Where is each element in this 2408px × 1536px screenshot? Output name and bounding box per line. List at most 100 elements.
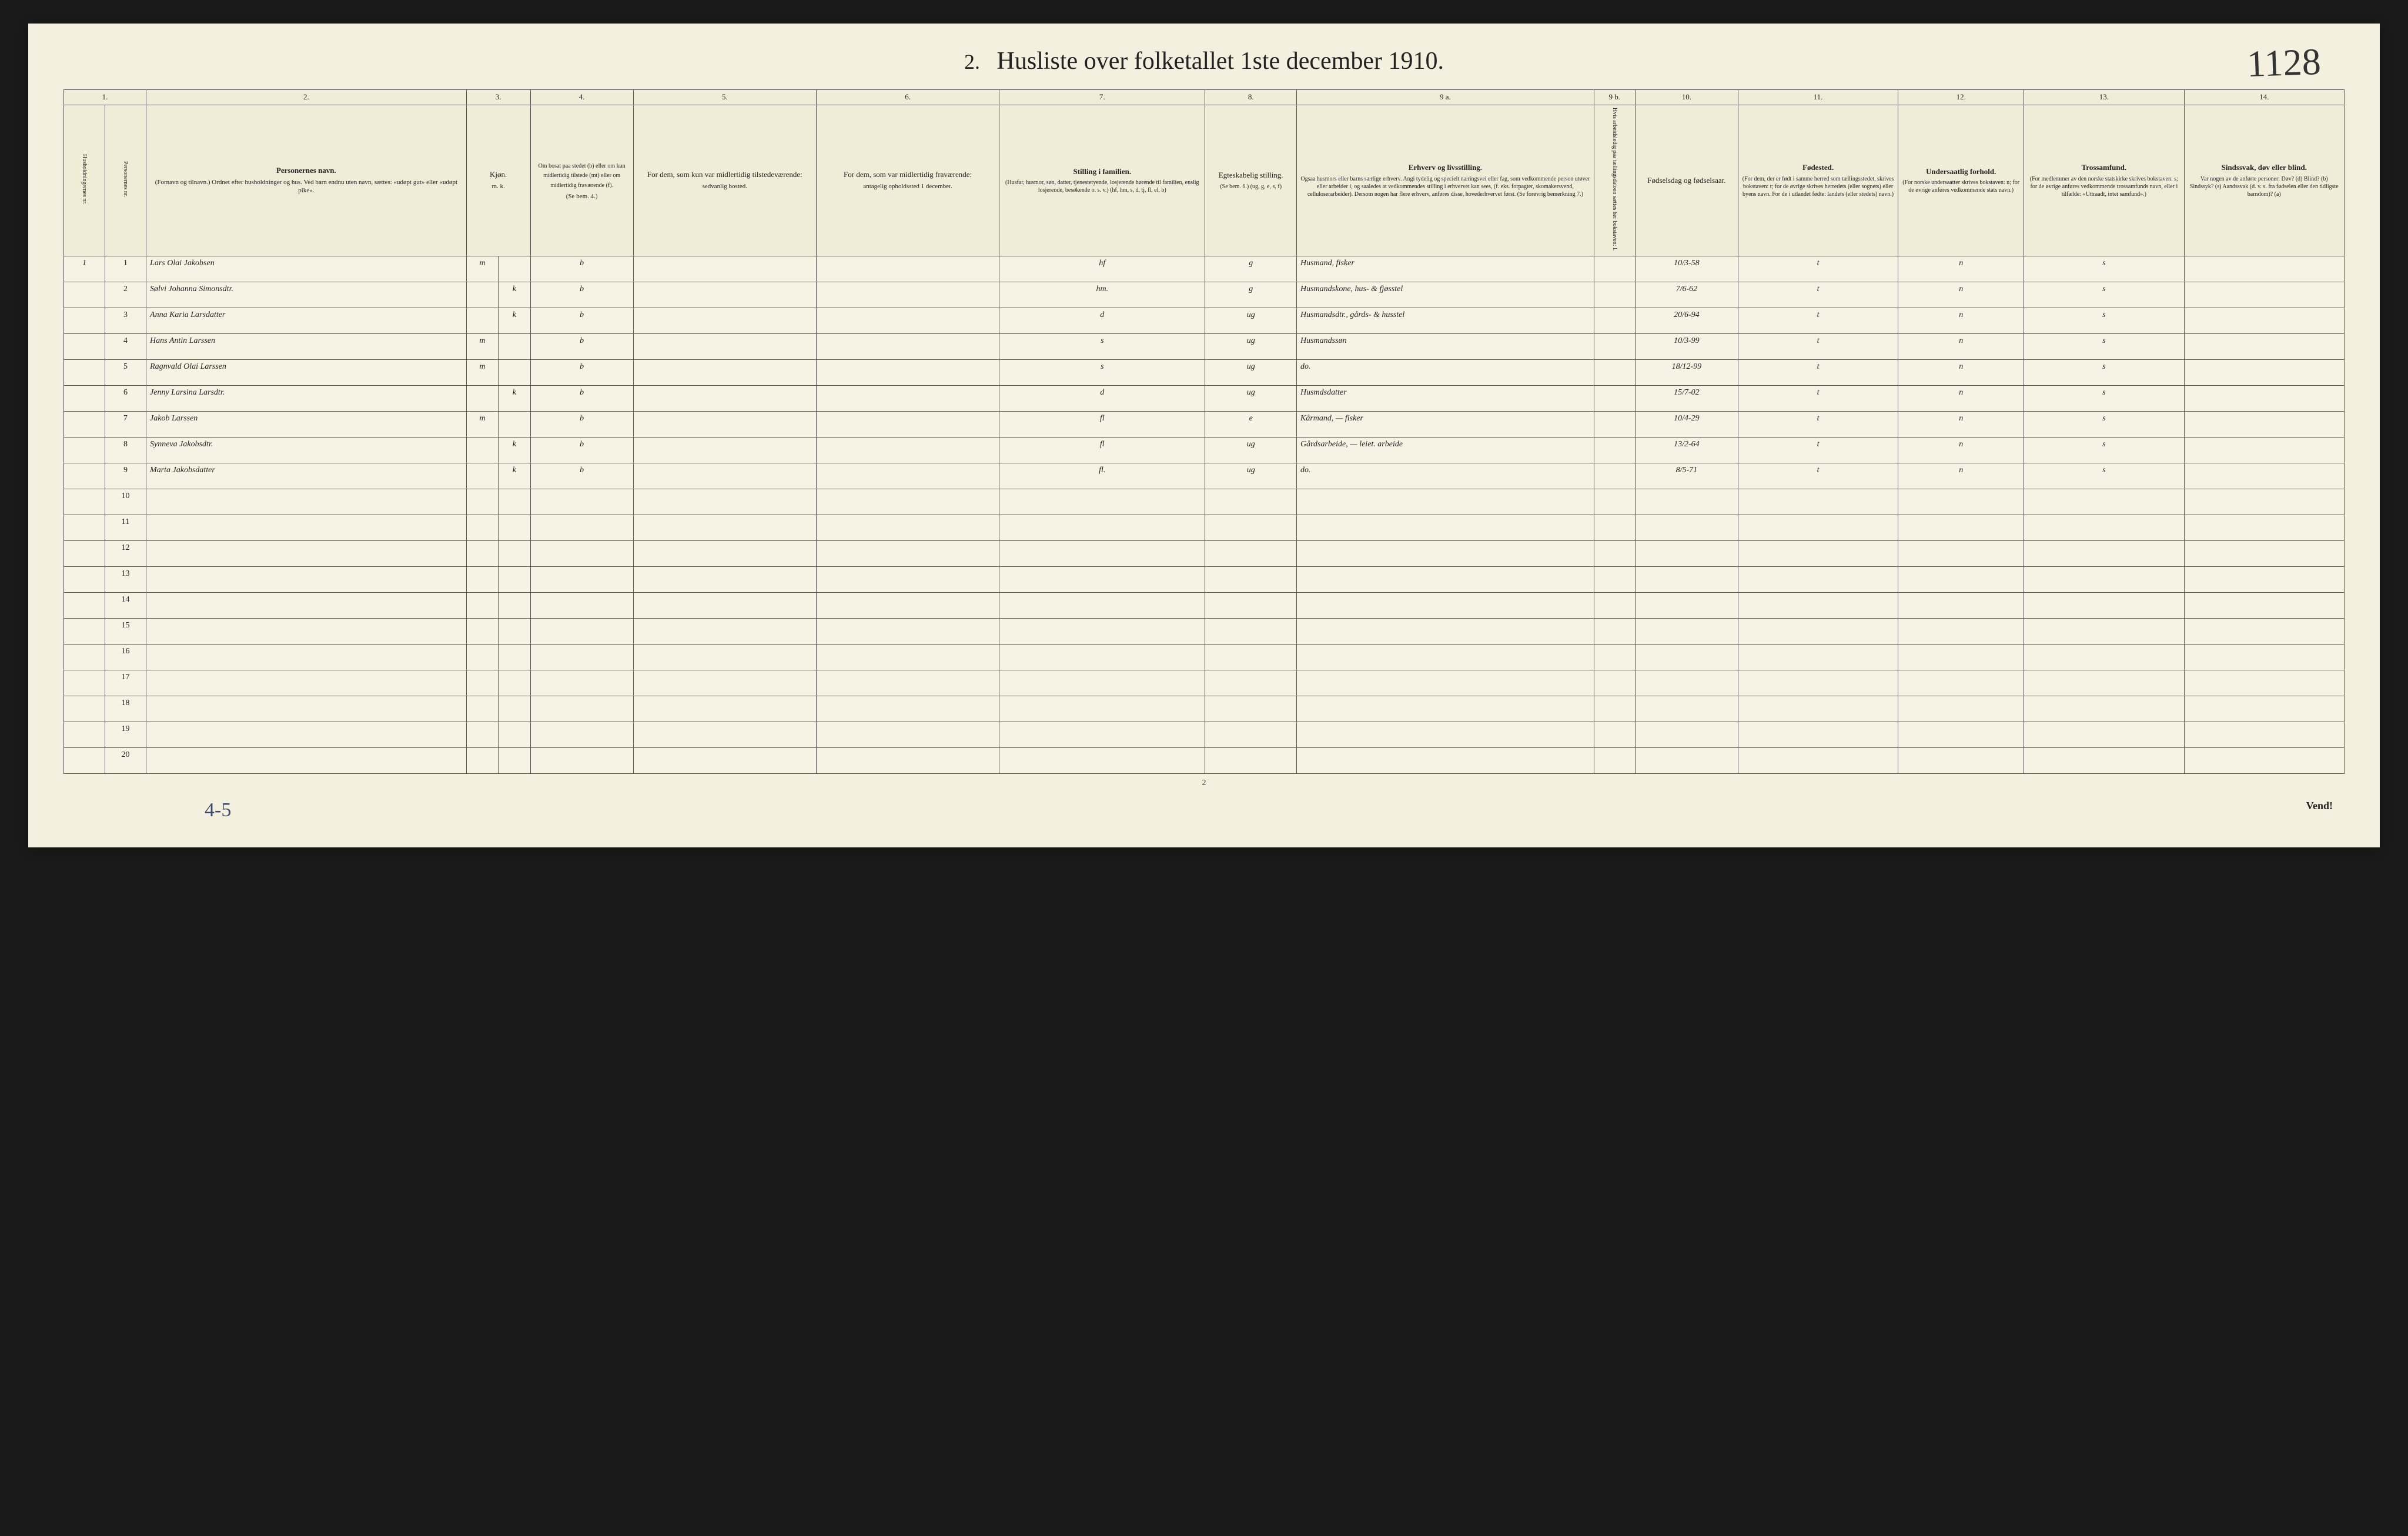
cell-egt: ug bbox=[1205, 334, 1297, 360]
colnum-7: 7. bbox=[999, 90, 1205, 105]
cell-tro: s bbox=[2024, 360, 2184, 386]
cell-empty bbox=[1297, 645, 1594, 670]
cell-c5 bbox=[633, 463, 816, 489]
cell-empty bbox=[499, 515, 530, 541]
cell-fsted: t bbox=[1738, 256, 1898, 282]
cell-res: b bbox=[530, 256, 633, 282]
colnum-13: 13. bbox=[2024, 90, 2184, 105]
table-row-empty: 13 bbox=[64, 567, 2345, 593]
cell-dob: 15/7-02 bbox=[1635, 386, 1738, 412]
cell-empty bbox=[1898, 722, 2024, 748]
cell-fsted: t bbox=[1738, 282, 1898, 308]
cell-tro: s bbox=[2024, 386, 2184, 412]
cell-c6 bbox=[816, 360, 999, 386]
hdr-hh: Husholdningernes nr. bbox=[64, 105, 105, 256]
hdr-c9b: Hvis arbeidsledig paa tællingsdatoen sæt… bbox=[1594, 105, 1635, 256]
cell-empty bbox=[530, 541, 633, 567]
cell-empty bbox=[530, 696, 633, 722]
cell-empty bbox=[2024, 593, 2184, 619]
cell-c14 bbox=[2184, 360, 2344, 386]
cell-empty bbox=[1205, 722, 1297, 748]
cell-c9b bbox=[1594, 282, 1635, 308]
cell-empty bbox=[1205, 670, 1297, 696]
cell-empty bbox=[999, 619, 1205, 645]
cell-k bbox=[499, 412, 530, 438]
table-row: 5Ragnvald Olai Larssenmbsugdo.18/12-99tn… bbox=[64, 360, 2345, 386]
cell-empty bbox=[816, 696, 999, 722]
cell-empty bbox=[1205, 696, 1297, 722]
cell-empty bbox=[1297, 722, 1594, 748]
cell-c14 bbox=[2184, 334, 2344, 360]
colnum-4: 4. bbox=[530, 90, 633, 105]
cell-empty bbox=[466, 748, 498, 774]
cell-empty bbox=[64, 748, 105, 774]
cell-erhv: Husmandssøn bbox=[1297, 334, 1594, 360]
cell-name: Hans Antin Larssen bbox=[146, 334, 467, 360]
table-row-empty: 10 bbox=[64, 489, 2345, 515]
cell-tro: s bbox=[2024, 334, 2184, 360]
cell-empty bbox=[530, 489, 633, 515]
cell-hh bbox=[64, 386, 105, 412]
cell-und: n bbox=[1898, 463, 2024, 489]
cell-empty bbox=[2024, 645, 2184, 670]
cell-dob: 18/12-99 bbox=[1635, 360, 1738, 386]
table-row-empty: 19 bbox=[64, 722, 2345, 748]
cell-hh bbox=[64, 308, 105, 334]
hdr-c14: Sindssvak, døv eller blind. Var nogen av… bbox=[2184, 105, 2344, 256]
table-row-empty: 15 bbox=[64, 619, 2345, 645]
cell-empty bbox=[999, 515, 1205, 541]
cell-empty bbox=[633, 489, 816, 515]
cell-und: n bbox=[1898, 386, 2024, 412]
cell-empty bbox=[146, 593, 467, 619]
hdr-c12: Undersaatlig forhold. (For norske unders… bbox=[1898, 105, 2024, 256]
cell-tro: s bbox=[2024, 282, 2184, 308]
cell-empty bbox=[999, 722, 1205, 748]
cell-empty bbox=[499, 489, 530, 515]
bottom-page-number: 2 bbox=[63, 779, 2345, 788]
cell-empty bbox=[816, 748, 999, 774]
cell-empty bbox=[1898, 748, 2024, 774]
cell-res: b bbox=[530, 412, 633, 438]
table-row-empty: 12 bbox=[64, 541, 2345, 567]
cell-empty bbox=[1594, 645, 1635, 670]
cell-k: k bbox=[499, 282, 530, 308]
cell-c6 bbox=[816, 386, 999, 412]
cell-dob: 10/3-99 bbox=[1635, 334, 1738, 360]
cell-empty bbox=[816, 593, 999, 619]
cell-empty bbox=[1738, 619, 1898, 645]
title-prefix: 2. bbox=[964, 50, 980, 74]
cell-empty bbox=[1594, 619, 1635, 645]
hdr-c7: Stilling i familien. (Husfar, husmor, sø… bbox=[999, 105, 1205, 256]
cell-empty bbox=[816, 541, 999, 567]
cell-empty: 11 bbox=[105, 515, 146, 541]
cell-fsted: t bbox=[1738, 360, 1898, 386]
cell-dob: 10/3-58 bbox=[1635, 256, 1738, 282]
cell-empty bbox=[2024, 489, 2184, 515]
colnum-12: 12. bbox=[1898, 90, 2024, 105]
cell-fsted: t bbox=[1738, 438, 1898, 463]
cell-empty bbox=[146, 748, 467, 774]
cell-name: Ragnvald Olai Larssen bbox=[146, 360, 467, 386]
cell-empty bbox=[1738, 645, 1898, 670]
cell-fam: s bbox=[999, 360, 1205, 386]
cell-m bbox=[466, 386, 498, 412]
cell-empty bbox=[466, 515, 498, 541]
cell-empty bbox=[64, 593, 105, 619]
cell-erhv: Husmand, fisker bbox=[1297, 256, 1594, 282]
cell-empty bbox=[633, 696, 816, 722]
cell-empty bbox=[1205, 515, 1297, 541]
cell-m: m bbox=[466, 412, 498, 438]
cell-pn: 3 bbox=[105, 308, 146, 334]
cell-erhv: Husmandsdtr., gårds- & husstel bbox=[1297, 308, 1594, 334]
cell-empty bbox=[2024, 619, 2184, 645]
cell-fsted: t bbox=[1738, 386, 1898, 412]
hdr-c9a: Erhverv og livsstilling. Ogsaa husmors e… bbox=[1297, 105, 1594, 256]
colnum-5: 5. bbox=[633, 90, 816, 105]
cell-erhv: do. bbox=[1297, 360, 1594, 386]
cell-c5 bbox=[633, 386, 816, 412]
cell-m bbox=[466, 438, 498, 463]
cell-empty bbox=[466, 696, 498, 722]
cell-empty bbox=[1205, 567, 1297, 593]
cell-empty bbox=[2024, 722, 2184, 748]
cell-k: k bbox=[499, 308, 530, 334]
